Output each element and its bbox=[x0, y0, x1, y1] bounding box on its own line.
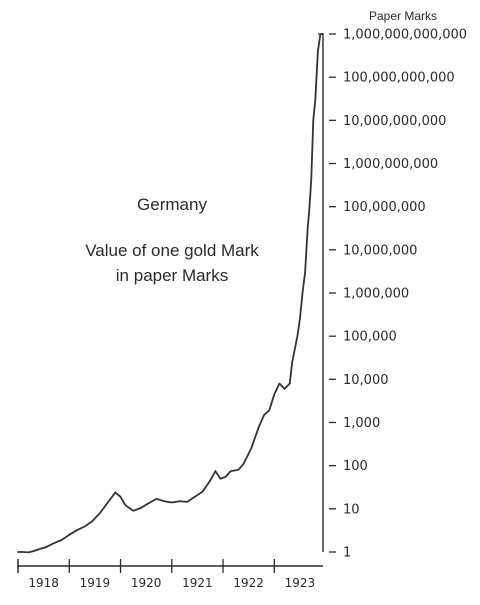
y-tick-label: 10,000,000 bbox=[343, 243, 417, 258]
y-tick-label: 10,000,000,000 bbox=[343, 114, 446, 129]
x-tick-label: 1923 bbox=[285, 576, 316, 590]
y-tick-label: 1,000,000 bbox=[343, 287, 409, 302]
y-tick-label: 100,000,000,000 bbox=[343, 71, 455, 86]
ticks-group: 1 10 100 1,000 10,000 100,000 1,000,000 10,000,… bbox=[17, 28, 467, 590]
axes-group bbox=[18, 34, 324, 567]
x-tick-label: 1922 bbox=[233, 576, 264, 590]
y-tick-label: 100,000,000 bbox=[343, 200, 426, 215]
y-axis-unit-label: Paper Marks bbox=[369, 9, 437, 23]
annotation-description-line-1: Value of one gold Mark bbox=[85, 241, 259, 260]
y-tick-label: 100,000 bbox=[343, 330, 397, 345]
annotation-description-line-2: in paper Marks bbox=[116, 266, 228, 285]
y-tick-label: 1 bbox=[343, 546, 351, 561]
x-tick-label: 1921 bbox=[182, 576, 213, 590]
series-group bbox=[17, 33, 324, 554]
y-tick-label: 1,000,000,000 bbox=[343, 157, 438, 172]
x-tick-label: 1919 bbox=[80, 576, 111, 590]
y-tick-label: 10,000 bbox=[343, 373, 389, 388]
x-tick-label: 1920 bbox=[131, 576, 162, 590]
y-tick-label: 10 bbox=[343, 502, 360, 517]
y-tick-label: 1,000,000,000,000 bbox=[343, 28, 467, 43]
x-tick-label: 1918 bbox=[28, 576, 59, 590]
annotation-country: Germany bbox=[137, 195, 207, 214]
y-tick-label: 1,000 bbox=[343, 416, 380, 431]
y-tick-label: 100 bbox=[343, 459, 368, 474]
series-line bbox=[17, 33, 324, 554]
